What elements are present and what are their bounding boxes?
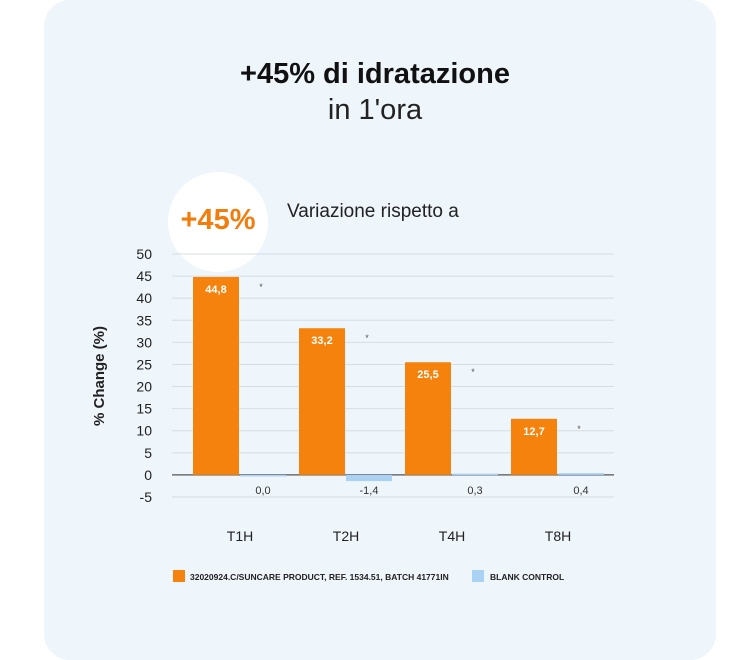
bar-control	[558, 473, 604, 475]
significance-marker: *	[577, 424, 581, 434]
y-tick-label: 40	[136, 290, 152, 306]
y-tick-label: 30	[136, 334, 152, 350]
bar-product-label: 44,8	[205, 284, 226, 296]
bar-product-label: 12,7	[523, 426, 544, 438]
significance-marker: *	[259, 282, 263, 292]
bar-product-label: 25,5	[417, 369, 438, 381]
y-tick-label: 20	[136, 379, 152, 395]
bar-product	[511, 418, 557, 475]
bar-product-label: 33,2	[311, 335, 332, 347]
bar-control-label: 0,0	[255, 485, 270, 497]
legend-label-control: BLANK CONTROL	[490, 572, 564, 582]
y-tick-label: 0	[144, 467, 152, 483]
y-tick-label: 45	[136, 268, 152, 284]
x-tick-label: T8H	[545, 528, 571, 544]
bar-control-label: 0,4	[573, 485, 588, 497]
headline: +45% di idratazione	[240, 58, 510, 90]
bar-control-label: 0,3	[467, 485, 482, 497]
bar-product	[193, 276, 239, 475]
y-tick-label: 15	[136, 401, 152, 417]
subheadline: in 1'ora	[327, 94, 423, 126]
chart-subtitle: Variazione rispetto a	[287, 201, 459, 222]
bar-control-label: -1,4	[360, 485, 379, 497]
significance-marker: *	[365, 333, 369, 343]
chart-card	[44, 0, 716, 660]
bar-control	[346, 474, 392, 482]
bar-control	[240, 474, 286, 477]
bar-product	[405, 362, 451, 475]
y-axis-label: % Change (%)	[91, 326, 108, 426]
legend-swatch-product	[173, 570, 185, 582]
y-tick-label: 25	[136, 356, 152, 372]
highlight-badge	[168, 172, 268, 272]
legend-swatch-control	[472, 570, 484, 582]
highlight-badge-text: +45%	[180, 204, 256, 236]
x-tick-label: T4H	[439, 528, 465, 544]
legend-label-product: 32020924.C/SUNCARE PRODUCT, REF. 1534.51…	[190, 572, 449, 582]
y-tick-label: 50	[136, 246, 152, 262]
bar-product	[299, 328, 345, 475]
x-tick-label: T1H	[227, 528, 253, 544]
x-tick-label: T2H	[333, 528, 359, 544]
y-tick-label: 10	[136, 423, 152, 439]
bar-control	[452, 473, 498, 476]
y-tick-label: 5	[144, 445, 152, 461]
significance-marker: *	[471, 367, 475, 377]
y-tick-label: 35	[136, 312, 152, 328]
y-tick-label: -5	[140, 489, 153, 505]
